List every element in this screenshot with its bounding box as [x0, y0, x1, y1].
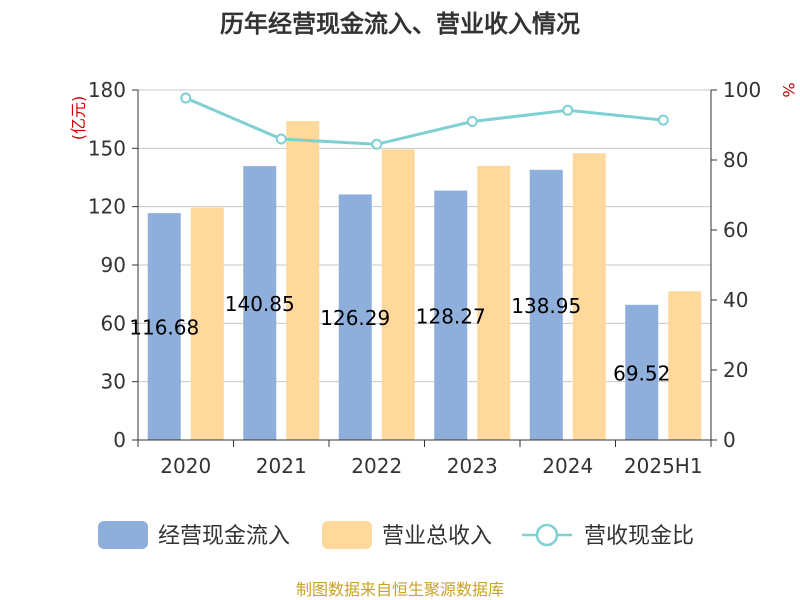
- x-tick-label: 2024: [542, 454, 593, 478]
- bar-经营现金流入: [625, 304, 659, 440]
- line-series: [180, 92, 669, 150]
- bar-经营现金流入: [434, 190, 468, 440]
- x-tick-label: 2021: [256, 454, 307, 478]
- x-tick-label: 2020: [160, 454, 211, 478]
- line-point: [371, 138, 383, 150]
- bar-营业总收入: [668, 291, 702, 440]
- bar-营业总收入: [286, 121, 320, 440]
- chart-title: 历年经营现金流入、营业收入情况: [220, 10, 580, 38]
- legend: 经营现金流入 营业总收入 营收现金比: [98, 521, 694, 549]
- line-point: [180, 92, 192, 104]
- right-tick-label: 0: [723, 428, 736, 452]
- left-tick-label: 180: [88, 78, 126, 102]
- bar-营业总收入: [381, 149, 415, 441]
- right-tick-label: 40: [723, 288, 748, 312]
- bar-经营现金流入: [147, 213, 181, 440]
- data-label: 140.85: [225, 292, 295, 316]
- left-tick-label: 30: [101, 370, 126, 394]
- right-tick-label: 100: [723, 78, 761, 102]
- data-label: 126.29: [320, 306, 390, 330]
- data-label: 69.52: [613, 361, 670, 385]
- axes: 0 30 60 90 120 150 180 0 20 40 60 80 100 2020 2021 2022…: [88, 78, 761, 478]
- bar-series: [147, 121, 702, 441]
- left-axis-unit: (亿元): [69, 96, 88, 141]
- bar-经营现金流入: [529, 169, 563, 440]
- legend-marker-swatch: [535, 523, 559, 547]
- right-axis-unit: %: [779, 82, 798, 97]
- bar-经营现金流入: [243, 166, 277, 440]
- data-label: 116.68: [129, 316, 199, 340]
- line-point: [562, 104, 574, 116]
- left-tick-label: 90: [101, 253, 126, 277]
- legend-label: 营收现金比: [584, 524, 694, 549]
- x-tick-label: 2022: [351, 454, 402, 478]
- legend-label: 营业总收入: [382, 524, 492, 549]
- data-label: 128.27: [416, 304, 486, 328]
- right-tick-label: 20: [723, 358, 748, 382]
- line-营收现金比: [185, 96, 664, 146]
- bar-营业总收入: [190, 207, 224, 440]
- line-point: [657, 114, 669, 126]
- data-labels: 116.68 140.85 126.29 128.27 138.95 69.52: [129, 292, 670, 385]
- grid-lines: [138, 89, 711, 383]
- bar-营业总收入: [477, 165, 511, 441]
- x-tick-label: 2023: [447, 454, 498, 478]
- left-tick-label: 60: [101, 311, 126, 335]
- data-label: 138.95: [511, 294, 581, 318]
- right-tick-label: 80: [723, 148, 748, 172]
- legend-swatch-营业总收入: [322, 521, 372, 549]
- line-point: [466, 116, 478, 127]
- right-tick-label: 60: [723, 218, 748, 242]
- bar-经营现金流入: [338, 194, 372, 440]
- line-point: [275, 133, 287, 145]
- left-tick-label: 0: [113, 428, 126, 452]
- left-tick-label: 120: [88, 195, 126, 219]
- bar-营业总收入: [572, 153, 606, 440]
- x-tick-label: 2025H1: [624, 454, 703, 478]
- left-tick-label: 150: [88, 136, 126, 160]
- legend-swatch-经营现金流入: [98, 521, 148, 549]
- legend-label: 经营现金流入: [158, 524, 290, 549]
- source-note: 制图数据来自恒生聚源数据库: [296, 580, 504, 599]
